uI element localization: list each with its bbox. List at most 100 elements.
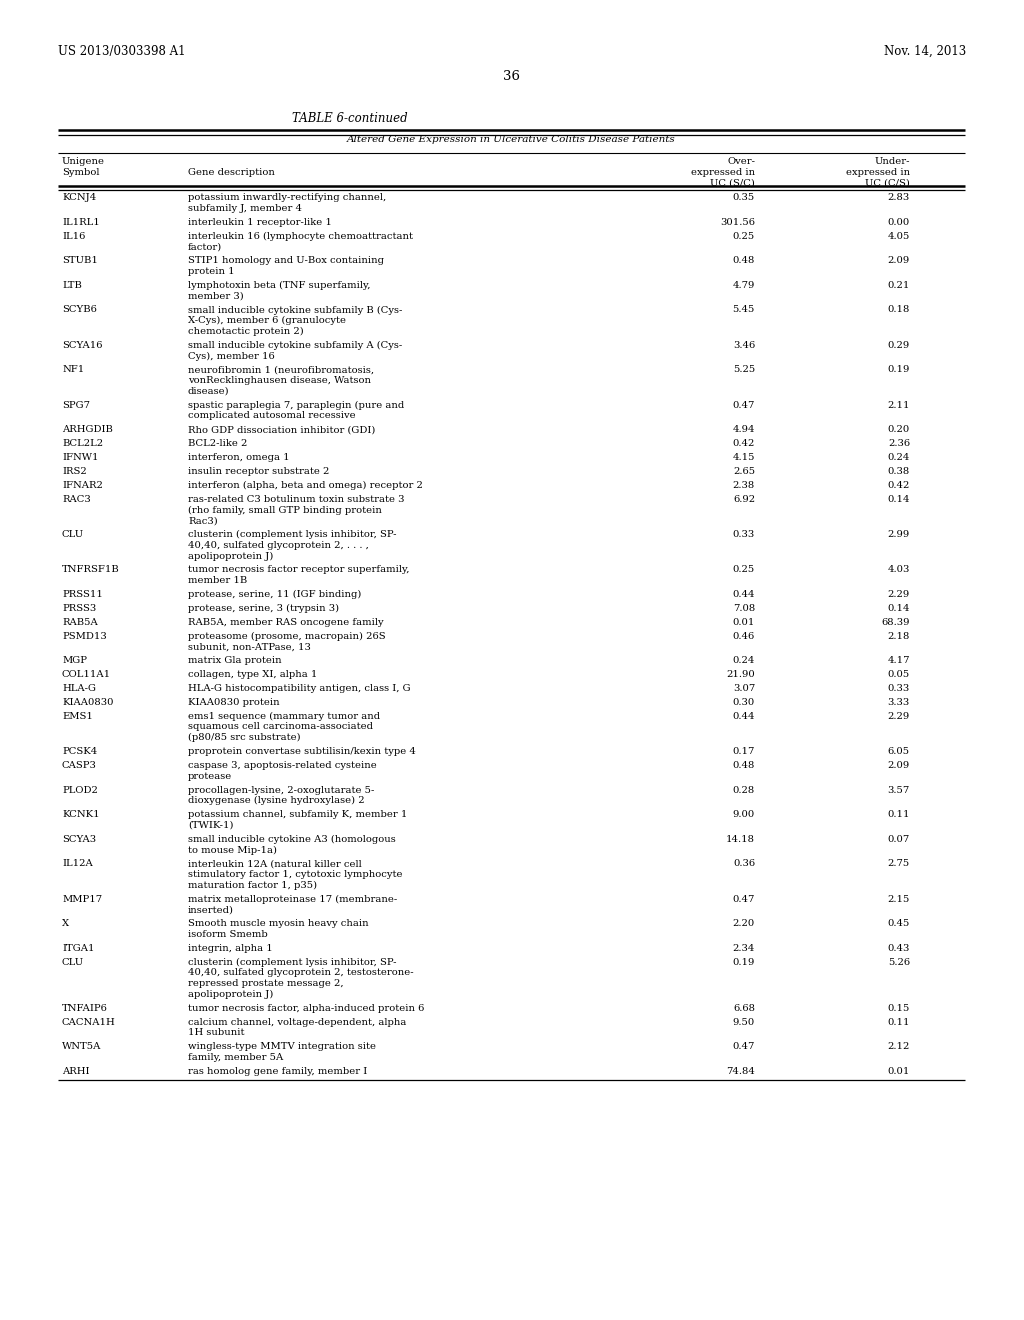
Text: 0.33: 0.33 (733, 531, 755, 539)
Text: 9.50: 9.50 (733, 1018, 755, 1027)
Text: 2.09: 2.09 (888, 256, 910, 265)
Text: repressed prostate message 2,: repressed prostate message 2, (188, 979, 344, 989)
Text: 0.11: 0.11 (888, 810, 910, 820)
Text: calcium channel, voltage-dependent, alpha: calcium channel, voltage-dependent, alph… (188, 1018, 407, 1027)
Text: MGP: MGP (62, 656, 87, 665)
Text: 0.14: 0.14 (888, 495, 910, 504)
Text: interleukin 12A (natural killer cell: interleukin 12A (natural killer cell (188, 859, 361, 869)
Text: Symbol: Symbol (62, 168, 99, 177)
Text: 36: 36 (504, 70, 520, 83)
Text: expressed in: expressed in (691, 168, 755, 177)
Text: small inducible cytokine subfamily B (Cys-: small inducible cytokine subfamily B (Cy… (188, 305, 402, 314)
Text: 0.43: 0.43 (888, 944, 910, 953)
Text: interferon (alpha, beta and omega) receptor 2: interferon (alpha, beta and omega) recep… (188, 480, 423, 490)
Text: small inducible cytokine subfamily A (Cys-: small inducible cytokine subfamily A (Cy… (188, 341, 402, 350)
Text: 0.21: 0.21 (888, 281, 910, 290)
Text: insulin receptor substrate 2: insulin receptor substrate 2 (188, 467, 330, 477)
Text: CLU: CLU (62, 531, 84, 539)
Text: SCYB6: SCYB6 (62, 305, 97, 314)
Text: KCNK1: KCNK1 (62, 810, 99, 820)
Text: 2.34: 2.34 (732, 944, 755, 953)
Text: potassium channel, subfamily K, member 1: potassium channel, subfamily K, member 1 (188, 810, 408, 820)
Text: 14.18: 14.18 (726, 834, 755, 843)
Text: 0.18: 0.18 (888, 305, 910, 314)
Text: 0.14: 0.14 (888, 603, 910, 612)
Text: UC (S/C): UC (S/C) (710, 178, 755, 187)
Text: 9.00: 9.00 (733, 810, 755, 820)
Text: 40,40, sulfated glycoprotein 2, . . . ,: 40,40, sulfated glycoprotein 2, . . . , (188, 541, 369, 549)
Text: 0.44: 0.44 (732, 590, 755, 599)
Text: 0.28: 0.28 (733, 785, 755, 795)
Text: KCNJ4: KCNJ4 (62, 193, 96, 202)
Text: HLA-G: HLA-G (62, 684, 96, 693)
Text: 5.25: 5.25 (733, 366, 755, 375)
Text: 0.07: 0.07 (888, 834, 910, 843)
Text: collagen, type XI, alpha 1: collagen, type XI, alpha 1 (188, 671, 317, 678)
Text: matrix Gla protein: matrix Gla protein (188, 656, 282, 665)
Text: Rac3): Rac3) (188, 516, 218, 525)
Text: 0.25: 0.25 (733, 565, 755, 574)
Text: 0.15: 0.15 (888, 1003, 910, 1012)
Text: 0.35: 0.35 (733, 193, 755, 202)
Text: 6.68: 6.68 (733, 1003, 755, 1012)
Text: subfamily J, member 4: subfamily J, member 4 (188, 203, 302, 213)
Text: IL16: IL16 (62, 231, 85, 240)
Text: (TWIK-1): (TWIK-1) (188, 821, 233, 830)
Text: 3.33: 3.33 (888, 698, 910, 708)
Text: 0.45: 0.45 (888, 919, 910, 928)
Text: caspase 3, apoptosis-related cysteine: caspase 3, apoptosis-related cysteine (188, 762, 377, 770)
Text: potassium inwardly-rectifying channel,: potassium inwardly-rectifying channel, (188, 193, 386, 202)
Text: CLU: CLU (62, 958, 84, 966)
Text: BCL2-like 2: BCL2-like 2 (188, 440, 248, 447)
Text: protease: protease (188, 772, 232, 780)
Text: US 2013/0303398 A1: US 2013/0303398 A1 (58, 45, 185, 58)
Text: Over-: Over- (727, 157, 755, 166)
Text: tumor necrosis factor, alpha-induced protein 6: tumor necrosis factor, alpha-induced pro… (188, 1003, 424, 1012)
Text: BCL2L2: BCL2L2 (62, 440, 103, 447)
Text: 0.30: 0.30 (733, 698, 755, 708)
Text: 0.00: 0.00 (888, 218, 910, 227)
Text: protein 1: protein 1 (188, 267, 234, 276)
Text: LTB: LTB (62, 281, 82, 290)
Text: Altered Gene Expression in Ulcerative Colitis Disease Patients: Altered Gene Expression in Ulcerative Co… (347, 136, 676, 144)
Text: RAB5A: RAB5A (62, 618, 97, 627)
Text: 2.38: 2.38 (733, 480, 755, 490)
Text: 0.01: 0.01 (732, 618, 755, 627)
Text: 68.39: 68.39 (882, 618, 910, 627)
Text: EMS1: EMS1 (62, 711, 93, 721)
Text: 7.08: 7.08 (733, 603, 755, 612)
Text: CASP3: CASP3 (62, 762, 97, 770)
Text: X-Cys), member 6 (granulocyte: X-Cys), member 6 (granulocyte (188, 315, 346, 325)
Text: proprotein convertase subtilisin/kexin type 4: proprotein convertase subtilisin/kexin t… (188, 747, 416, 756)
Text: TABLE 6-continued: TABLE 6-continued (292, 112, 408, 125)
Text: 1H subunit: 1H subunit (188, 1028, 245, 1038)
Text: IL12A: IL12A (62, 859, 93, 869)
Text: 2.11: 2.11 (888, 400, 910, 409)
Text: ARHGDIB: ARHGDIB (62, 425, 113, 434)
Text: IL1RL1: IL1RL1 (62, 218, 99, 227)
Text: Nov. 14, 2013: Nov. 14, 2013 (884, 45, 966, 58)
Text: 0.42: 0.42 (732, 440, 755, 447)
Text: COL11A1: COL11A1 (62, 671, 112, 678)
Text: member 3): member 3) (188, 292, 244, 301)
Text: X: X (62, 919, 70, 928)
Text: 0.48: 0.48 (732, 256, 755, 265)
Text: 2.20: 2.20 (733, 919, 755, 928)
Text: small inducible cytokine A3 (homologous: small inducible cytokine A3 (homologous (188, 834, 395, 843)
Text: 0.11: 0.11 (888, 1018, 910, 1027)
Text: protease, serine, 11 (IGF binding): protease, serine, 11 (IGF binding) (188, 590, 361, 599)
Text: TNFAIP6: TNFAIP6 (62, 1003, 108, 1012)
Text: 0.20: 0.20 (888, 425, 910, 434)
Text: CACNA1H: CACNA1H (62, 1018, 116, 1027)
Text: 4.05: 4.05 (888, 231, 910, 240)
Text: 2.12: 2.12 (888, 1043, 910, 1051)
Text: UC (C/S): UC (C/S) (865, 178, 910, 187)
Text: 4.15: 4.15 (732, 453, 755, 462)
Text: 6.05: 6.05 (888, 747, 910, 756)
Text: NF1: NF1 (62, 366, 84, 375)
Text: 3.46: 3.46 (733, 341, 755, 350)
Text: 2.09: 2.09 (888, 762, 910, 770)
Text: PRSS3: PRSS3 (62, 603, 96, 612)
Text: RAC3: RAC3 (62, 495, 91, 504)
Text: to mouse Mip-1a): to mouse Mip-1a) (188, 846, 278, 854)
